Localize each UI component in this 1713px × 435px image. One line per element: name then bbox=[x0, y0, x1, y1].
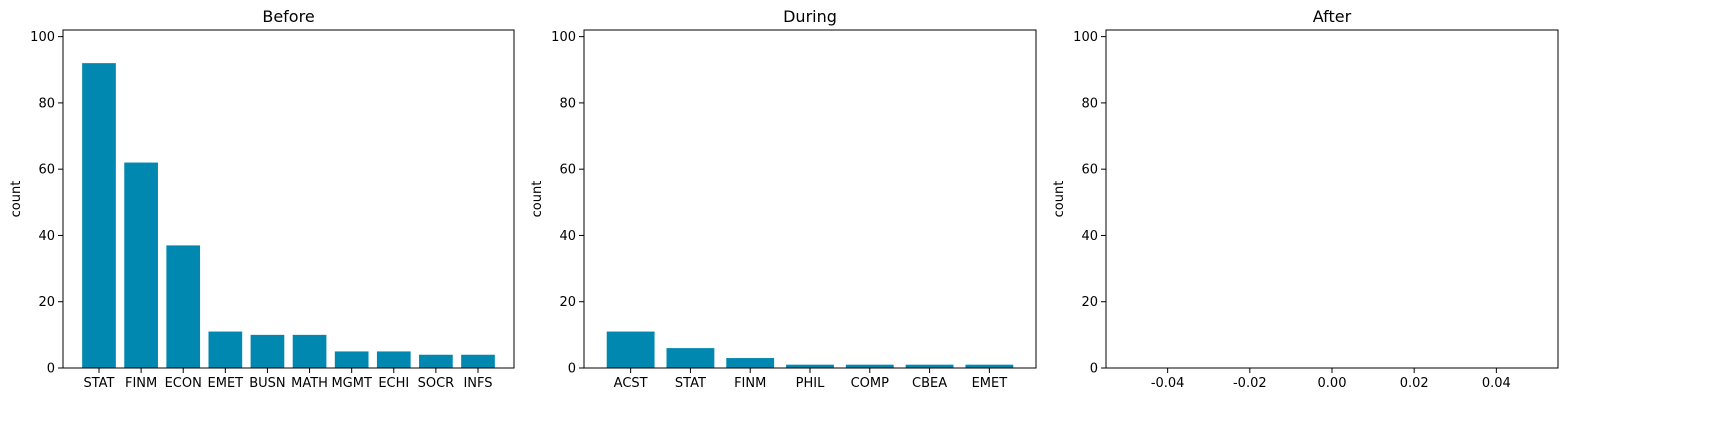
plot-frame bbox=[62, 29, 515, 369]
y-tick-label: 80 bbox=[559, 96, 576, 111]
x-tick-label: FINM bbox=[734, 376, 766, 391]
x-tick-label: PHIL bbox=[796, 376, 825, 391]
chart-title: During bbox=[783, 7, 837, 26]
y-tick-label: 20 bbox=[559, 295, 576, 310]
x-tick-label: -0.02 bbox=[1233, 376, 1267, 391]
bar-cbea bbox=[905, 364, 954, 368]
y-tick-label: 0 bbox=[47, 362, 55, 377]
x-tick-label: 0.02 bbox=[1400, 376, 1429, 391]
bar-econ bbox=[166, 245, 201, 368]
y-tick-label: 40 bbox=[38, 229, 55, 244]
x-tick-label: STAT bbox=[675, 376, 706, 391]
x-tick-label: EMET bbox=[208, 376, 244, 391]
y-axis-label: count bbox=[9, 181, 24, 218]
y-tick-label: 0 bbox=[568, 362, 576, 377]
y-tick-label: 100 bbox=[551, 30, 576, 45]
bar-infs bbox=[461, 354, 495, 368]
bar-stat bbox=[666, 348, 715, 368]
bar-math bbox=[292, 334, 327, 368]
y-tick-label: 100 bbox=[1073, 30, 1098, 45]
x-tick-label: EMET bbox=[972, 376, 1008, 391]
bar-emet bbox=[965, 364, 1014, 368]
x-tick-label: FINM bbox=[125, 376, 157, 391]
bar-busn bbox=[250, 334, 285, 368]
x-tick-label: -0.04 bbox=[1151, 376, 1185, 391]
y-tick-label: 40 bbox=[1081, 229, 1098, 244]
chart-panel-during: During count 0 20 40 60 80 100 ACST STAT FINM PHIL C… bbox=[530, 7, 1037, 391]
y-axis-label: count bbox=[530, 181, 545, 218]
x-tick-label: 0.04 bbox=[1482, 376, 1511, 391]
y-tick-label: 60 bbox=[38, 163, 55, 178]
y-tick-label: 100 bbox=[30, 30, 55, 45]
bar-acst bbox=[606, 331, 655, 368]
x-tick-label: COMP bbox=[851, 376, 890, 391]
x-tick-label: BUSN bbox=[249, 376, 285, 391]
y-axis-label: count bbox=[1052, 181, 1067, 218]
bar-stat bbox=[82, 63, 116, 368]
bar-comp bbox=[845, 364, 894, 368]
bar-socr bbox=[419, 354, 453, 368]
chart-title: After bbox=[1313, 7, 1352, 26]
x-tick-label: ECHI bbox=[378, 376, 409, 391]
y-tick-label: 20 bbox=[1081, 295, 1098, 310]
x-tick-label: SOCR bbox=[418, 376, 455, 391]
plot-frame bbox=[583, 29, 1037, 369]
y-tick-label: 80 bbox=[38, 96, 55, 111]
y-tick-label: 0 bbox=[1090, 362, 1098, 377]
x-tick-label: STAT bbox=[83, 376, 114, 391]
y-tick-label: 60 bbox=[1081, 163, 1098, 178]
plot-frame bbox=[1105, 29, 1559, 369]
chart-panel-before: Before count 0 20 40 60 80 100 STAT FINM ECON EMET B… bbox=[9, 7, 515, 391]
chart-panel-after: After count 0 20 40 60 80 100 -0.04 -0.02 0.00 0.02… bbox=[1052, 7, 1559, 391]
x-tick-label: CBEA bbox=[912, 376, 947, 391]
x-tick-label: ACST bbox=[614, 376, 648, 391]
bar-echi bbox=[376, 351, 411, 368]
x-tick-label: 0.00 bbox=[1318, 376, 1347, 391]
y-tick-label: 20 bbox=[38, 295, 55, 310]
x-tick-label: MATH bbox=[291, 376, 328, 391]
y-tick-label: 60 bbox=[559, 163, 576, 178]
bar-finm bbox=[726, 358, 775, 368]
chart-title: Before bbox=[262, 7, 314, 26]
x-tick-label: INFS bbox=[463, 376, 492, 391]
y-tick-label: 80 bbox=[1081, 96, 1098, 111]
bar-mgmt bbox=[334, 351, 369, 368]
bar-finm bbox=[124, 162, 158, 368]
x-tick-label: ECON bbox=[165, 376, 202, 391]
y-tick-label: 40 bbox=[559, 229, 576, 244]
x-tick-label: MGMT bbox=[331, 376, 372, 391]
bar-emet bbox=[208, 331, 243, 368]
bar-phil bbox=[786, 364, 834, 368]
